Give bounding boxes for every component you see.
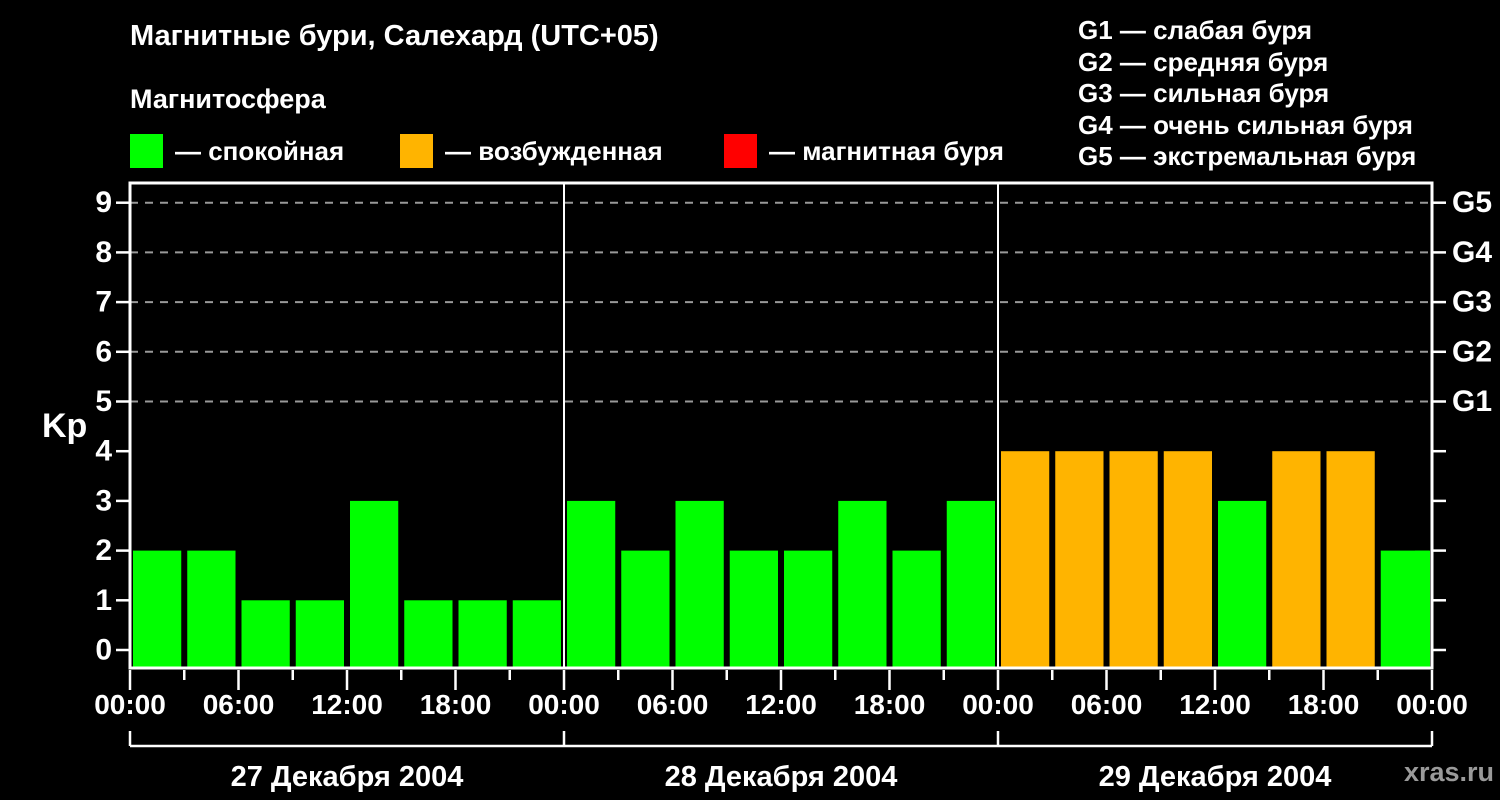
- g-scale-label: G5: [1452, 186, 1492, 219]
- y-tick-label: 8: [95, 236, 112, 269]
- x-tick-label: 00:00: [962, 689, 1034, 720]
- storm-scale-g1: G1 — слабая буря: [1078, 15, 1313, 45]
- y-tick-label: 2: [95, 534, 112, 567]
- kp-bar-partial: [1415, 550, 1430, 668]
- y-tick-label: 4: [95, 435, 112, 468]
- x-tick-label: 00:00: [1396, 689, 1468, 720]
- kp-bar: [404, 600, 453, 668]
- y-tick-label: 5: [95, 385, 112, 418]
- x-tick-label: 18:00: [854, 689, 926, 720]
- y-tick-label: 9: [95, 186, 112, 219]
- g-scale-label: G2: [1452, 335, 1492, 368]
- storm-scale-g3: G3 — сильная буря: [1078, 78, 1330, 109]
- kp-bar: [241, 600, 290, 668]
- legend-label-active: — возбужденная: [445, 136, 663, 166]
- storm-scale-legend: G1 — слабая буря G2 — средняя буря G3 — …: [1078, 15, 1416, 173]
- y-tick-label: 1: [95, 584, 112, 617]
- legend-label-quiet: — спокойная: [175, 136, 345, 166]
- x-tick-label: 12:00: [311, 689, 383, 720]
- legend-item-storm: — магнитная буря: [724, 134, 1004, 168]
- day-label: 28 Декабря 2004: [665, 761, 898, 793]
- kp-bar: [133, 550, 182, 668]
- kp-bar: [1326, 451, 1375, 668]
- storm-scale-g2: G2 — средняя буря: [1078, 46, 1329, 77]
- x-tick-label: 06:00: [203, 689, 275, 720]
- kp-axis-title: Kp: [42, 407, 87, 445]
- legend-item-active: — возбужденная: [400, 134, 663, 168]
- kp-bar: [295, 600, 344, 668]
- x-tick-label: 12:00: [1179, 689, 1251, 720]
- kp-bar: [946, 500, 995, 668]
- x-tick-label: 06:00: [1071, 689, 1143, 720]
- kp-bar: [512, 600, 561, 668]
- x-tick-label: 18:00: [420, 689, 492, 720]
- kp-bar: [784, 550, 833, 668]
- kp-bar: [621, 550, 670, 668]
- active-color-swatch: [400, 134, 433, 168]
- kp-bar: [187, 550, 236, 668]
- kp-bar: [458, 600, 507, 668]
- g-scale-label: G4: [1452, 236, 1492, 269]
- y-tick-label: 0: [95, 634, 112, 667]
- page-title: Магнитные бури, Салехард (UTC+05): [130, 20, 659, 52]
- legend-label-storm: — магнитная буря: [769, 136, 1004, 166]
- xras-watermark: xras.ru: [1403, 757, 1494, 787]
- x-tick-label: 06:00: [637, 689, 709, 720]
- g-scale-label: G1: [1452, 385, 1492, 418]
- day-label: 27 Декабря 2004: [231, 761, 464, 793]
- kp-bar: [1218, 500, 1267, 668]
- storm-scale-g5: G5 — экстремальная буря: [1078, 141, 1417, 172]
- g-scale-label: G3: [1452, 286, 1492, 319]
- storm-scale-g4: G4 — очень сильная буря: [1078, 109, 1413, 140]
- y-tick-label: 6: [95, 335, 112, 368]
- kp-bar: [892, 550, 941, 668]
- storm-color-swatch: [724, 134, 757, 168]
- kp-bar: [1109, 451, 1158, 668]
- kp-bar: [350, 500, 399, 668]
- magnetosphere-subtitle: Магнитосфера: [130, 84, 326, 114]
- kp-bar: [1272, 451, 1321, 668]
- plot-border: [128, 181, 1434, 670]
- kp-bar: [567, 500, 616, 668]
- day-label: 29 Декабря 2004: [1099, 761, 1332, 793]
- kp-bar: [675, 500, 724, 668]
- kp-bar: [1001, 451, 1050, 668]
- x-tick-label: 18:00: [1288, 689, 1360, 720]
- x-tick-label: 12:00: [745, 689, 817, 720]
- kp-bar: [1055, 451, 1104, 668]
- legend-item-quiet: — спокойная: [130, 134, 344, 168]
- kp-bar: [838, 500, 887, 668]
- kp-bar: [729, 550, 778, 668]
- x-tick-label: 00:00: [528, 689, 600, 720]
- quiet-color-swatch: [130, 134, 163, 168]
- kp-bar: [1163, 451, 1212, 668]
- x-tick-label: 00:00: [94, 689, 166, 720]
- y-tick-label: 3: [95, 484, 112, 517]
- y-tick-label: 7: [95, 286, 112, 319]
